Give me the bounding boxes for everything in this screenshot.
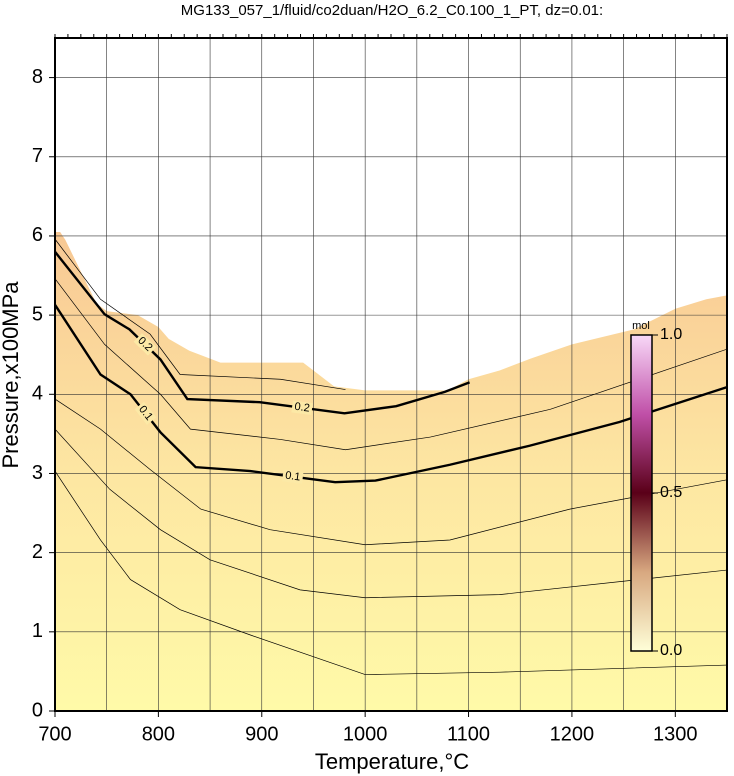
colorbar-label: mol	[632, 320, 650, 332]
x-tick-label: 800	[142, 723, 175, 745]
y-tick-label: 5	[32, 303, 43, 325]
y-tick-label: 6	[32, 224, 43, 246]
y-tick-label: 1	[32, 620, 43, 642]
contour-line	[55, 470, 727, 675]
y-tick-label: 2	[32, 541, 43, 563]
x-tick-label: 1300	[653, 723, 698, 745]
y-axis-label: Pressure,x100MPa	[0, 281, 23, 469]
x-tick-label: 1100	[447, 723, 490, 745]
y-tick-label: 0	[32, 699, 43, 721]
contour-line	[55, 428, 727, 599]
y-tick-label: 4	[32, 383, 43, 405]
contour-line	[55, 278, 727, 451]
y-tick-label: 7	[32, 145, 43, 167]
chart-title: MG133_057_1/fluid/co2duan/H2O_6.2_C0.100…	[181, 2, 603, 19]
contour-label: 0.1	[284, 470, 301, 484]
x-tick-label: 1200	[550, 723, 595, 745]
contour-line	[55, 238, 346, 390]
colorbar-tick-label: 1.0	[660, 326, 682, 343]
colorbar-tick-label: 0.0	[660, 642, 682, 659]
contour-line	[55, 398, 727, 546]
colorbar-tick-label: 0.5	[660, 484, 682, 501]
contour-label: 0.2	[294, 401, 311, 415]
x-tick-label: 700	[38, 723, 71, 745]
y-tick-label: 8	[32, 66, 43, 88]
y-tick-label: 3	[32, 462, 43, 484]
contour-line	[55, 251, 471, 415]
colorbar	[630, 334, 653, 652]
x-tick-label: 1000	[343, 723, 388, 745]
x-tick-label: 900	[245, 723, 278, 745]
stability-field	[55, 231, 727, 711]
x-axis-label: Temperature,°C	[315, 749, 469, 774]
